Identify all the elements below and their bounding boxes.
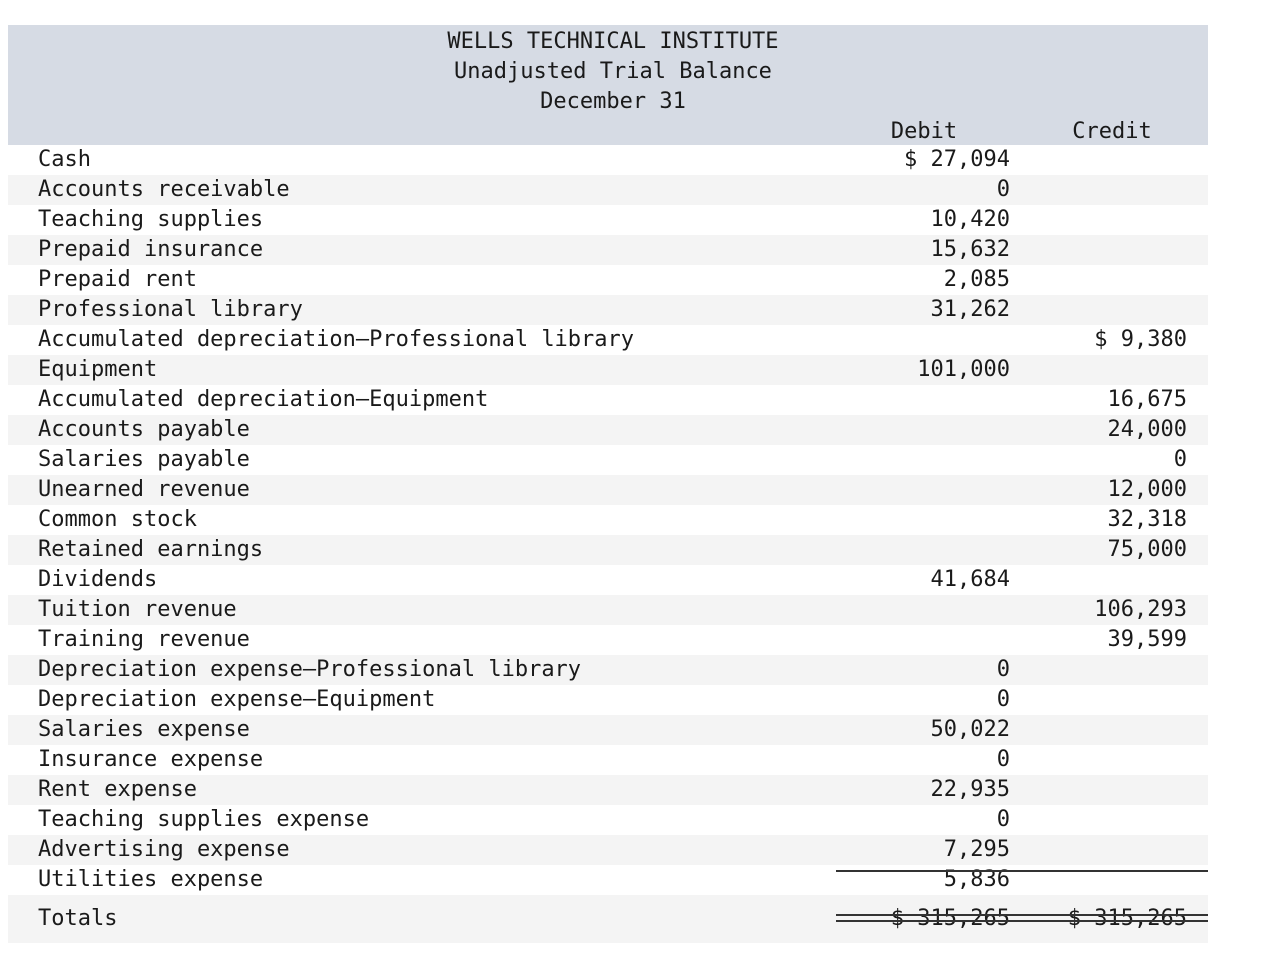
table-row: Accounts payable 24,000 <box>8 415 1208 445</box>
table-row: Dividends 41,684 <box>8 565 1208 595</box>
table-row: Accounts receivable 0 <box>8 175 1208 205</box>
account-name: Accumulated depreciation—Professional li… <box>38 327 635 352</box>
trial-balance-table: WELLS TECHNICAL INSTITUTE Unadjusted Tri… <box>8 25 1208 943</box>
credit-amount: $ 9,380 <box>1094 327 1187 352</box>
report-title: Unadjusted Trial Balance <box>454 59 772 84</box>
debit-amount: 2,085 <box>943 267 1010 292</box>
credit-amount: 106,293 <box>1094 597 1187 622</box>
totals-single-rule <box>836 870 1208 872</box>
debit-amount: 0 <box>996 687 1010 712</box>
table-row: Depreciation expense—Professional librar… <box>8 655 1208 685</box>
account-name: Rent expense <box>38 777 197 802</box>
debit-amount: 10,420 <box>930 207 1010 232</box>
debit-amount: 0 <box>996 807 1010 832</box>
table-row: Accumulated depreciation—Equipment 16,675 <box>8 385 1208 415</box>
account-name: Teaching supplies <box>38 207 264 232</box>
table-row: Teaching supplies 10,420 <box>8 205 1208 235</box>
account-name: Retained earnings <box>38 537 264 562</box>
debit-amount: 101,000 <box>917 357 1010 382</box>
table-row: Common stock 32,318 <box>8 505 1208 535</box>
account-name: Utilities expense <box>38 867 264 892</box>
account-name: Salaries payable <box>38 447 250 472</box>
table-row: Accumulated depreciation—Professional li… <box>8 325 1208 355</box>
account-name: Prepaid insurance <box>38 237 264 262</box>
table-row: Rent expense 22,935 <box>8 775 1208 805</box>
debit-amount: $ 27,094 <box>904 147 1010 172</box>
debit-amount: 50,022 <box>930 717 1010 742</box>
totals-credit: $ 315,265 <box>1067 906 1187 931</box>
totals-double-rule <box>836 914 1208 922</box>
debit-amount: 0 <box>996 747 1010 772</box>
debit-amount: 15,632 <box>930 237 1010 262</box>
table-row: Depreciation expense—Equipment 0 <box>8 685 1208 715</box>
debit-amount: 41,684 <box>930 567 1010 592</box>
account-rows: Cash $ 27,094 Accounts receivable 0 Teaching… <box>8 145 1208 895</box>
table-row: Salaries expense 50,022 <box>8 715 1208 745</box>
totals-label: Totals <box>38 906 118 931</box>
credit-amount: 24,000 <box>1107 417 1187 442</box>
table-row: Tuition revenue 106,293 <box>8 595 1208 625</box>
account-name: Prepaid rent <box>38 267 197 292</box>
table-row: Teaching supplies expense 0 <box>8 805 1208 835</box>
debit-amount: 0 <box>996 177 1010 202</box>
debit-amount: 0 <box>996 657 1010 682</box>
account-name: Advertising expense <box>38 837 290 862</box>
credit-amount: 75,000 <box>1107 537 1187 562</box>
table-row: Insurance expense 0 <box>8 745 1208 775</box>
account-name: Cash <box>38 147 91 172</box>
table-row: Training revenue 39,599 <box>8 625 1208 655</box>
totals-row: Totals $ 315,265 $ 315,265 <box>8 895 1208 943</box>
table-row: Retained earnings 75,000 <box>8 535 1208 565</box>
report-date: December 31 <box>540 89 686 114</box>
account-name: Professional library <box>38 297 303 322</box>
account-name: Accumulated depreciation—Equipment <box>38 387 489 412</box>
totals-debit: $ 315,265 <box>890 906 1010 931</box>
credit-amount: 32,318 <box>1107 507 1187 532</box>
table-row: Prepaid insurance 15,632 <box>8 235 1208 265</box>
table-row: Salaries payable 0 <box>8 445 1208 475</box>
account-name: Salaries expense <box>38 717 250 742</box>
account-name: Depreciation expense—Equipment <box>38 687 436 712</box>
debit-amount: 7,295 <box>943 837 1010 862</box>
account-name: Training revenue <box>38 627 250 652</box>
credit-amount: 0 <box>1173 447 1187 472</box>
account-name: Tuition revenue <box>38 597 237 622</box>
table-row: Equipment 101,000 <box>8 355 1208 385</box>
debit-column-header: Debit <box>890 119 958 144</box>
account-name: Depreciation expense—Professional librar… <box>38 657 582 682</box>
account-name: Accounts payable <box>38 417 250 442</box>
debit-amount: 22,935 <box>930 777 1010 802</box>
table-row: Advertising expense 7,295 <box>8 835 1208 865</box>
debit-amount: 31,262 <box>930 297 1010 322</box>
account-name: Common stock <box>38 507 197 532</box>
credit-amount: 12,000 <box>1107 477 1187 502</box>
account-name: Accounts receivable <box>38 177 290 202</box>
table-header: WELLS TECHNICAL INSTITUTE Unadjusted Tri… <box>8 25 1208 145</box>
account-name: Insurance expense <box>38 747 264 772</box>
table-row: Prepaid rent 2,085 <box>8 265 1208 295</box>
table-row: Professional library 31,262 <box>8 295 1208 325</box>
table-row: Cash $ 27,094 <box>8 145 1208 175</box>
account-name: Unearned revenue <box>38 477 250 502</box>
company-name: WELLS TECHNICAL INSTITUTE <box>447 29 779 54</box>
credit-amount: 16,675 <box>1107 387 1187 412</box>
account-name: Teaching supplies expense <box>38 807 370 832</box>
account-name: Equipment <box>38 357 158 382</box>
account-name: Dividends <box>38 567 158 592</box>
credit-column-header: Credit <box>1072 119 1152 144</box>
credit-amount: 39,599 <box>1107 627 1187 652</box>
table-row: Unearned revenue 12,000 <box>8 475 1208 505</box>
